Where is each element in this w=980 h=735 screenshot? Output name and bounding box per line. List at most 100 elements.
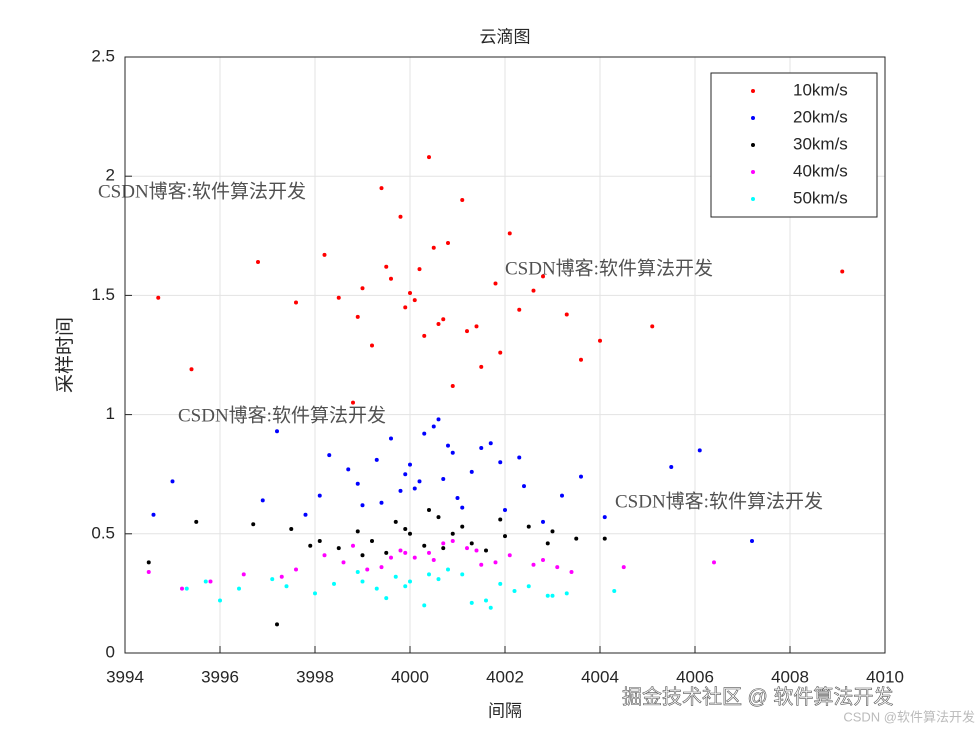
- x-tick-label: 4002: [486, 667, 524, 686]
- point: [332, 581, 336, 586]
- point: [564, 312, 569, 317]
- watermark: CSDN博客:软件算法开发: [98, 180, 306, 202]
- point: [441, 546, 446, 551]
- point: [156, 295, 161, 300]
- point: [279, 574, 284, 579]
- point: [374, 586, 379, 591]
- point: [189, 367, 194, 372]
- point: [427, 572, 431, 577]
- axes-box: [124, 56, 886, 654]
- point: [184, 586, 189, 591]
- point: [151, 512, 156, 517]
- point: [526, 584, 531, 589]
- point: [317, 493, 322, 498]
- point: [436, 515, 441, 520]
- point: [569, 569, 574, 574]
- legend-marker: [751, 143, 755, 147]
- point: [550, 529, 555, 534]
- point: [360, 503, 365, 508]
- point: [241, 572, 246, 577]
- point: [507, 553, 512, 558]
- point: [555, 565, 560, 570]
- x-tick-label: 4006: [676, 667, 714, 686]
- point: [294, 300, 298, 305]
- point: [503, 534, 507, 539]
- point: [579, 474, 583, 479]
- point: [526, 524, 531, 529]
- point: [669, 465, 674, 470]
- point: [389, 436, 393, 441]
- point: [750, 538, 754, 543]
- point: [408, 291, 412, 296]
- point: [360, 553, 365, 558]
- point: [488, 605, 493, 610]
- point: [260, 498, 265, 503]
- point: [422, 543, 427, 548]
- point: [412, 486, 417, 491]
- point: [270, 577, 275, 582]
- point: [208, 579, 213, 584]
- point: [327, 453, 332, 458]
- point: [541, 558, 545, 563]
- x-tick-label: 4010: [866, 667, 904, 686]
- point: [564, 591, 569, 596]
- legend-marker: [751, 197, 755, 201]
- point: [474, 548, 479, 553]
- point: [840, 269, 845, 274]
- x-tick-label: 4004: [581, 667, 619, 686]
- y-tick-label: 0.5: [91, 523, 115, 542]
- point: [579, 357, 583, 362]
- point: [450, 383, 455, 388]
- x-tick-label: 3996: [201, 667, 239, 686]
- point: [598, 338, 602, 343]
- point: [180, 586, 184, 591]
- point: [488, 441, 493, 446]
- point: [697, 448, 702, 453]
- point: [469, 600, 474, 605]
- point: [393, 519, 398, 524]
- y-axis-label: 采样时间: [54, 317, 76, 393]
- point: [479, 445, 484, 450]
- point: [474, 324, 479, 329]
- point: [446, 567, 450, 572]
- point: [545, 593, 550, 598]
- legend-label: 50km/s: [793, 188, 848, 207]
- watermark: CSDN博客:软件算法开发: [505, 257, 713, 279]
- point: [455, 496, 460, 501]
- point: [431, 245, 436, 250]
- point: [612, 589, 617, 594]
- legend: 10km/s 20km/s 30km/s 40km/s 50km/s: [710, 72, 878, 218]
- point: [541, 274, 545, 279]
- point: [545, 541, 550, 546]
- point: [446, 443, 450, 448]
- point: [275, 622, 279, 627]
- watermark: CSDN @软件算法开发: [843, 709, 975, 724]
- legend-marker: [751, 116, 755, 120]
- point: [403, 527, 408, 532]
- point: [289, 527, 294, 532]
- point: [602, 515, 607, 520]
- point: [431, 558, 436, 563]
- point: [422, 333, 427, 338]
- point: [308, 543, 313, 548]
- legend-label: 30km/s: [793, 134, 848, 153]
- point: [441, 541, 446, 546]
- point: [507, 231, 512, 236]
- point: [384, 264, 389, 269]
- point: [450, 538, 455, 543]
- point: [275, 429, 279, 434]
- point: [498, 517, 503, 522]
- point: [351, 400, 355, 405]
- x-tick-label: 4008: [771, 667, 809, 686]
- point: [712, 560, 716, 565]
- point: [498, 460, 503, 465]
- point: [621, 565, 626, 570]
- legend-label: 40km/s: [793, 161, 848, 180]
- y-tick-label: 0: [106, 642, 115, 661]
- point: [531, 562, 536, 567]
- point: [146, 560, 151, 565]
- y-tick-label: 1.5: [91, 285, 115, 304]
- point: [560, 493, 564, 498]
- x-tick-label: 3998: [296, 667, 334, 686]
- x-tick-label: 4000: [391, 667, 429, 686]
